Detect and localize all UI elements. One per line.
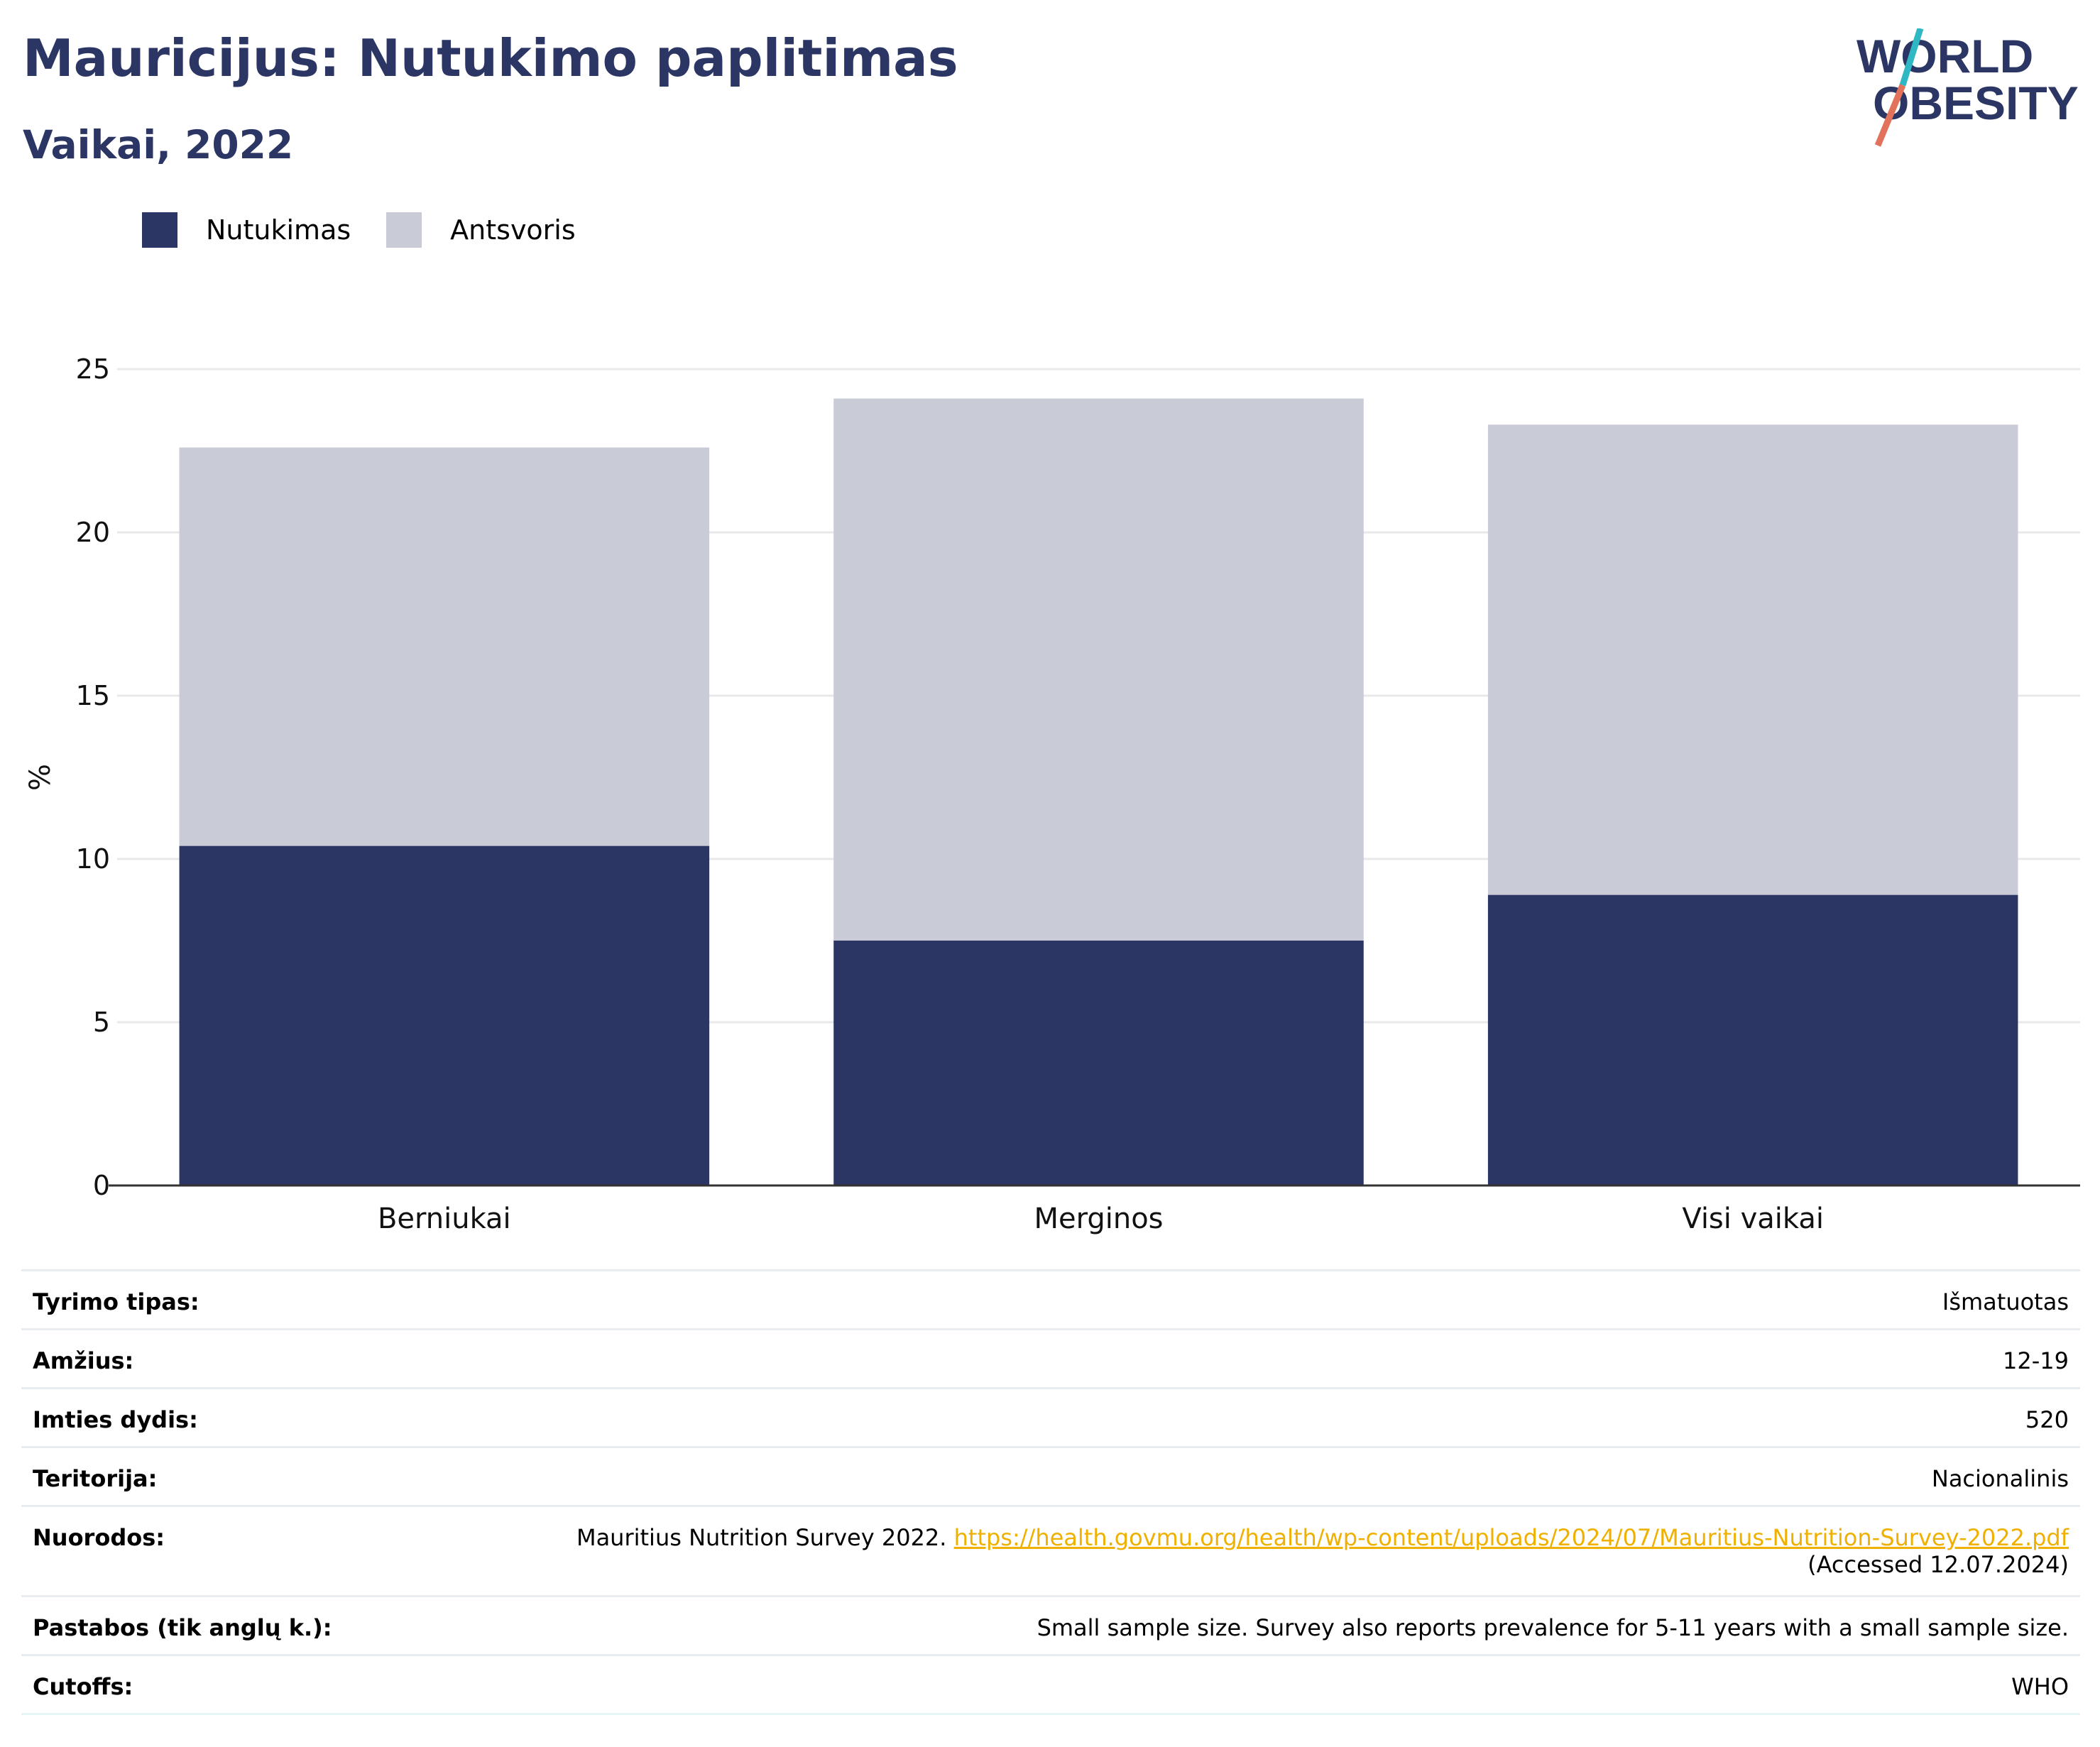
territory-value: Nacionalinis [1931,1465,2069,1492]
bar-overweight-2 [1487,425,2018,895]
age-label: Amžius: [33,1347,134,1374]
legend-item-overweight: Antsvoris [386,212,576,248]
bar-overweight-1 [833,398,1364,941]
notes-label: Pastabos (tik anglų k.): [33,1614,332,1641]
logo-line-1: WORLD [1856,30,2033,82]
references-value: Mauritius Nutrition Survey 2022. https:/… [576,1507,2069,1595]
references-accessed: (Accessed 12.07.2024) [1808,1551,2069,1578]
legend-swatch-overweight [386,212,422,248]
cutoffs-label: Cutoffs: [33,1673,133,1700]
y-tick-label: 15 [76,680,110,711]
references-label: Nuorodos: [33,1524,165,1551]
references-link[interactable]: https://health.govmu.org/health/wp-conte… [953,1524,2069,1551]
legend-label-obesity: Nutukimas [206,214,351,246]
chart-subtitle: Vaikai, 2022 [23,122,294,168]
details-table: Tyrimo tipas: Išmatuotas Amžius: 12-19 I… [21,1269,2080,1715]
bar-overweight-0 [179,447,710,846]
x-tick-label: Berniukai [378,1203,511,1235]
details-row-age: Amžius: 12-19 [21,1328,2080,1387]
details-row-sample: Imties dydis: 520 [21,1387,2080,1446]
details-row-references: Nuorodos: Mauritius Nutrition Survey 202… [21,1505,2080,1595]
logo-line-2: OBESITY [1873,77,2079,129]
y-tick-label: 10 [76,843,110,875]
y-axis-label: % [24,764,57,791]
chart-title: Mauricijus: Nutukimo paplitimas [23,28,958,88]
notes-value: Small sample size. Survey also reports p… [1037,1614,2069,1641]
details-row-territory: Teritorija: Nacionalinis [21,1446,2080,1505]
x-tick-label: Visi vaikai [1682,1203,1824,1235]
survey-type-label: Tyrimo tipas: [33,1288,199,1315]
y-tick-label: 5 [93,1007,110,1038]
sample-label: Imties dydis: [33,1406,198,1433]
age-value: 12-19 [2003,1347,2069,1374]
references-text: Mauritius Nutrition Survey 2022. [576,1524,947,1551]
details-row-notes: Pastabos (tik anglų k.): Small sample si… [21,1595,2080,1654]
x-tick-label: Merginos [1034,1203,1163,1235]
y-tick-label: 25 [76,354,110,385]
y-tick-label: 20 [76,517,110,548]
legend-item-obesity: Nutukimas [142,212,351,248]
legend-swatch-obesity [142,212,177,248]
bar-obesity-2 [1487,894,2018,1185]
sample-value: 520 [2025,1406,2069,1433]
cutoffs-value: WHO [2011,1673,2069,1700]
stacked-bar-chart: 0 5 10 15 20 25% Berniukai Merginos Visi vaikai [24,354,2080,1235]
survey-type-value: Išmatuotas [1942,1288,2069,1315]
bar-obesity-0 [179,845,710,1185]
bar-obesity-1 [833,941,1364,1185]
details-row-cutoffs: Cutoffs: WHO [21,1654,2080,1715]
details-row-survey-type: Tyrimo tipas: Išmatuotas [21,1269,2080,1328]
territory-label: Teritorija: [33,1465,158,1492]
chart-legend: Nutukimas Antsvoris [142,212,611,248]
y-tick-label: 0 [93,1170,110,1201]
world-obesity-logo: WORLD OBESITY [1853,27,2087,149]
legend-label-overweight: Antsvoris [450,214,576,246]
